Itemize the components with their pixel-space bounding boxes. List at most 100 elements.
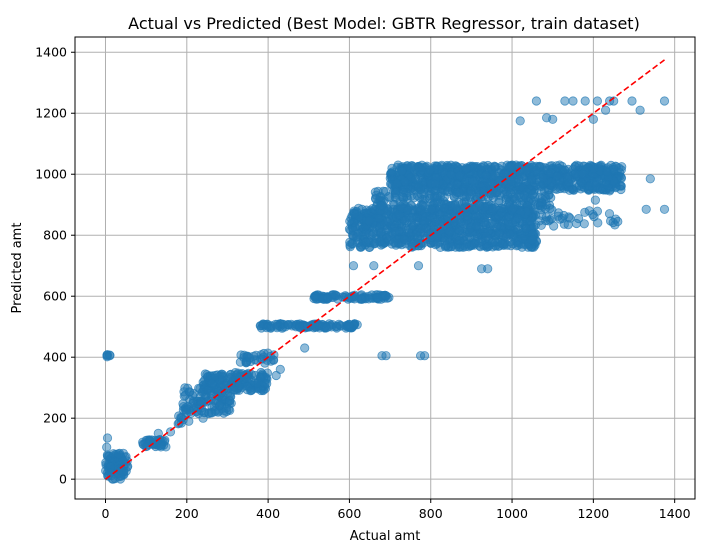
scatter-point — [591, 181, 601, 191]
scatter-point — [188, 398, 198, 408]
scatter-point — [181, 405, 191, 415]
scatter-point — [568, 96, 578, 106]
scatter-point — [501, 195, 511, 205]
scatter-point — [118, 456, 128, 466]
scatter-point — [577, 169, 587, 179]
scatter-point — [102, 352, 112, 362]
scatter-point — [492, 222, 502, 232]
scatter-point — [219, 408, 229, 418]
scatter-point — [321, 323, 332, 333]
scatter-point — [613, 216, 623, 227]
scatter-point — [659, 96, 670, 106]
scatter-point — [590, 195, 601, 205]
scatter-point — [562, 172, 572, 182]
scatter-point — [207, 408, 217, 418]
scatter-point — [242, 381, 252, 391]
scatter-point — [261, 322, 272, 333]
scatter-point — [348, 261, 359, 271]
scatter-point — [588, 114, 599, 124]
scatter-point — [419, 216, 429, 226]
scatter-point — [454, 170, 465, 180]
scatter-point — [113, 449, 124, 459]
scatter-point — [515, 116, 525, 126]
x-axis-ticks: 0 200 400 600 800 1000 1200 1400 — [102, 499, 691, 521]
scatter-point — [399, 234, 409, 244]
scatter-point — [361, 237, 371, 247]
scatter-point — [589, 164, 599, 174]
scatter-point — [474, 238, 484, 248]
scatter-point — [641, 204, 651, 214]
scatter-point — [454, 236, 464, 246]
scatter-point — [560, 96, 570, 106]
scatter-point — [576, 178, 586, 188]
scatter-point — [573, 214, 584, 224]
scatter-point — [361, 229, 371, 239]
scatter-point — [352, 231, 362, 241]
scatter-point — [461, 163, 471, 173]
scatter-point — [528, 162, 538, 172]
scatter-point — [432, 191, 442, 201]
scatter-point — [564, 185, 575, 195]
scatter-point — [139, 440, 149, 450]
scatter-point — [344, 319, 354, 330]
scatter-point — [514, 167, 524, 177]
scatter-point — [375, 236, 385, 246]
y-axis-label: Predicted amt — [10, 223, 25, 314]
scatter-point — [431, 217, 441, 227]
scatter-point — [185, 387, 195, 397]
scatter-point — [645, 174, 655, 184]
scatter-point — [505, 162, 516, 172]
x-tick-label: 800 — [419, 506, 443, 521]
scatter-point — [548, 114, 558, 124]
scatter-point — [226, 374, 236, 384]
scatter-point — [382, 206, 393, 216]
scatter-point — [361, 205, 372, 215]
scatter-point — [513, 240, 523, 250]
scatter-point — [482, 242, 492, 252]
scatter-point — [376, 191, 386, 202]
scatter-point — [364, 294, 374, 304]
x-tick-label: 200 — [175, 506, 199, 521]
scatter-point — [445, 227, 455, 237]
scatter-point — [592, 96, 603, 106]
scatter-point — [384, 292, 394, 303]
scatter-point — [514, 224, 524, 234]
y-tick-label: 1000 — [35, 167, 67, 182]
scatter-point — [505, 189, 516, 199]
scatter-point — [488, 193, 498, 203]
scatter-point — [400, 177, 410, 187]
scatter-point — [349, 209, 360, 219]
scatter-point — [229, 385, 239, 395]
scatter-point — [329, 290, 339, 300]
scatter-point — [526, 175, 537, 185]
scatter-point — [309, 293, 319, 304]
scatter-point — [496, 203, 506, 213]
scatter-point — [275, 364, 285, 374]
scatter-point — [476, 162, 487, 173]
scatter-point — [635, 105, 645, 115]
scatter-point — [512, 213, 523, 223]
scatter-point — [153, 428, 163, 438]
scatter-point — [627, 96, 637, 106]
scatter-point — [446, 170, 456, 180]
scatter-point — [462, 211, 473, 221]
x-tick-label: 0 — [102, 506, 110, 521]
y-tick-label: 1200 — [35, 106, 67, 121]
scatter-point — [310, 319, 320, 329]
y-axis-ticks: 0 200 400 600 800 1000 1200 1400 — [35, 45, 75, 487]
x-tick-label: 1400 — [659, 506, 691, 521]
chart-title: Actual vs Predicted (Best Model: GBTR Re… — [128, 14, 640, 33]
scatter-point — [102, 442, 112, 452]
scatter-point — [381, 351, 391, 361]
scatter-point — [432, 239, 442, 249]
scatter-point — [609, 165, 619, 175]
scatter-point — [397, 166, 407, 176]
scatter-point — [454, 188, 464, 198]
scatter-point — [584, 206, 594, 216]
scatter-point — [210, 370, 220, 381]
scatter-point — [345, 216, 355, 226]
scatter-point — [543, 190, 554, 200]
scatter-point — [531, 96, 542, 106]
scatter-point — [525, 216, 535, 226]
